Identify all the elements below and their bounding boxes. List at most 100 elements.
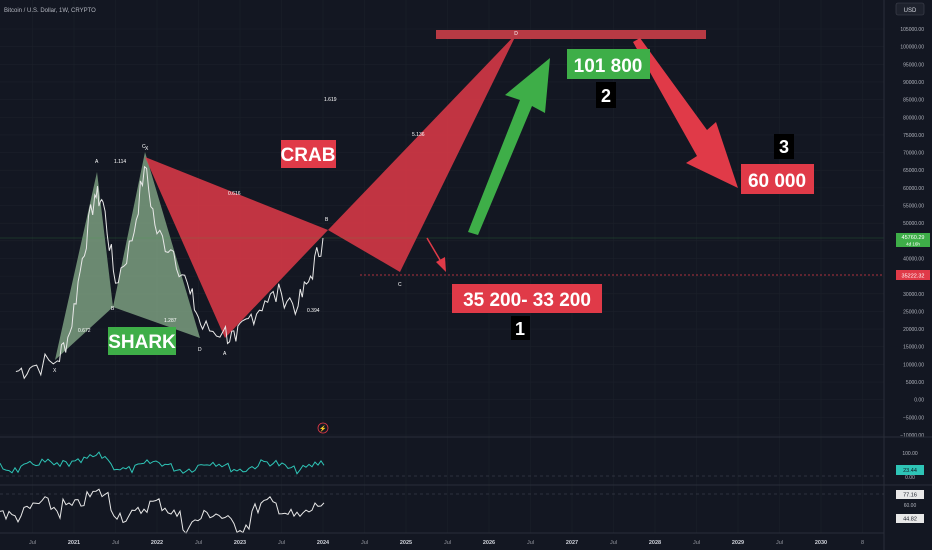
crab-point-a: A [223, 351, 227, 357]
x-tick-label: Jul [527, 540, 534, 546]
indicator-1-tick-high: 100.00 [902, 451, 918, 457]
y-tick-label: 75000.00 [903, 133, 924, 139]
x-tick-label: 2029 [732, 540, 744, 546]
shark-label: SHARK [108, 332, 176, 353]
y-tick-label: 5000.00 [906, 380, 924, 386]
y-tick-label: 105000.00 [900, 27, 924, 33]
y-axis-ticks: 105000.00 100000.00 95000.00 90000.00 85000.… [900, 27, 924, 439]
shark-triangle-xab [55, 172, 113, 360]
indicator-2-badge-2 [896, 514, 924, 523]
x-tick-label: 2028 [649, 540, 661, 546]
current-price-value: 45760.29 [902, 235, 925, 241]
x-tick-label: 2023 [234, 540, 246, 546]
indicator-2-tick: 60.00 [904, 503, 917, 509]
indicator-2-line [0, 488, 325, 535]
shark-point-d: D [198, 347, 202, 353]
y-tick-label: 90000.00 [903, 80, 924, 86]
ratio-shark-ac: 1.114 [114, 159, 126, 165]
x-tick-label: Jul [361, 540, 368, 546]
target-zone-bar [436, 30, 706, 39]
shark-point-a: A [95, 159, 99, 165]
crab-point-c: C [398, 282, 402, 288]
y-tick-label: 15000.00 [903, 345, 924, 351]
ratio-crab-ac: 0.394 [307, 308, 320, 314]
target-1-number: 1 [515, 319, 525, 339]
y-tick-label: 25000.00 [903, 309, 924, 315]
x-tick-label: 2030 [815, 540, 827, 546]
target-2-box [567, 49, 650, 79]
zone-point-d: D [514, 31, 518, 37]
currency-label: USD [904, 8, 917, 14]
crab-pattern [145, 33, 517, 338]
ratio-crab-xb: 0.616 [228, 191, 241, 197]
level-value: 35222.32 [902, 274, 925, 280]
y-tick-label: 50000.00 [903, 221, 924, 227]
arrow-up-green [468, 58, 550, 235]
shark-point-c: C [142, 144, 146, 150]
crab-point-x: X [145, 146, 149, 152]
y-tick-label: 80000.00 [903, 115, 924, 121]
current-price-badge [896, 233, 930, 247]
target-2-number: 2 [601, 86, 611, 106]
lightning-icon[interactable] [317, 422, 329, 434]
y-tick-label: 100000.00 [900, 45, 924, 51]
x-tick-label: 2026 [483, 540, 495, 546]
x-axis-ticks: Jul 2021 Jul 2022 Jul 2023 Jul 2024 Jul 2025 Jul 20… [29, 540, 864, 546]
indicator-2-value: 77.16 [903, 493, 917, 499]
indicator-2-badge [896, 490, 924, 499]
arrow-down-red [633, 38, 738, 188]
target-3-number-box [774, 134, 794, 159]
x-tick-label: Jul [195, 540, 202, 546]
y-tick-label: 10000.00 [903, 362, 924, 368]
level-badge [896, 270, 930, 280]
x-tick-label: 2025 [400, 540, 412, 546]
y-tick-label: −5000.00 [903, 415, 924, 421]
x-tick-label: Jul [610, 540, 617, 546]
price-line [15, 165, 324, 380]
currency-button[interactable] [895, 2, 925, 16]
x-tick-label: 2027 [566, 540, 578, 546]
y-tick-label: 70000.00 [903, 151, 924, 157]
target-1-number-box [511, 316, 530, 340]
chart-title: Bitcoin / U.S. Dollar, 1W, CRYPTO [4, 8, 96, 14]
indicator-1-value: 23.44 [903, 468, 917, 474]
ratio-shark-xb: 0.672 [78, 328, 91, 334]
indicator-1-badge [896, 465, 924, 475]
x-tick-label: Jul [776, 540, 783, 546]
y-tick-label: 95000.00 [903, 62, 924, 68]
x-tick-label: Jul [444, 540, 451, 546]
y-tick-label: −10000.00 [900, 433, 924, 439]
indicator-1-tick-low: 0.00 [905, 475, 915, 481]
crab-label: CRAB [281, 145, 336, 166]
y-tick-label: 40000.00 [903, 256, 924, 262]
target-2-label: 101 800 [574, 56, 643, 77]
x-tick-label: Jul [29, 540, 36, 546]
target-2-number-box [596, 82, 616, 108]
x-tick-label: Jul [112, 540, 119, 546]
crab-triangle-xab [145, 157, 328, 338]
target-3-label: 60 000 [748, 171, 806, 192]
target-1-label: 35 200- 33 200 [463, 290, 591, 311]
x-tick-label: 8 [861, 540, 864, 546]
crab-point-b: B [325, 217, 329, 223]
shark-triangle-bcd [113, 152, 200, 338]
x-tick-label: Jul [278, 540, 285, 546]
x-tick-label: 2022 [151, 540, 163, 546]
y-tick-label: 30000.00 [903, 292, 924, 298]
ratio-crab-bd: 5.136 [412, 132, 425, 138]
shark-label-box [108, 327, 176, 355]
target-3-number: 3 [779, 137, 789, 157]
y-tick-label: 60000.00 [903, 186, 924, 192]
shark-pattern [55, 152, 200, 360]
y-tick-label: 0.00 [914, 398, 924, 404]
x-tick-label: 2024 [317, 540, 330, 546]
crab-label-box [281, 140, 336, 168]
target-3-box [741, 164, 814, 194]
x-tick-label: 2021 [68, 540, 80, 546]
ratio-shark-bd: 1.287 [164, 318, 177, 324]
current-price-countdown: 4d 16h [906, 242, 920, 247]
ratio-crab-xd: 1.619 [324, 97, 337, 103]
x-tick-label: Jul [693, 540, 700, 546]
arrow-small-down [426, 237, 446, 272]
